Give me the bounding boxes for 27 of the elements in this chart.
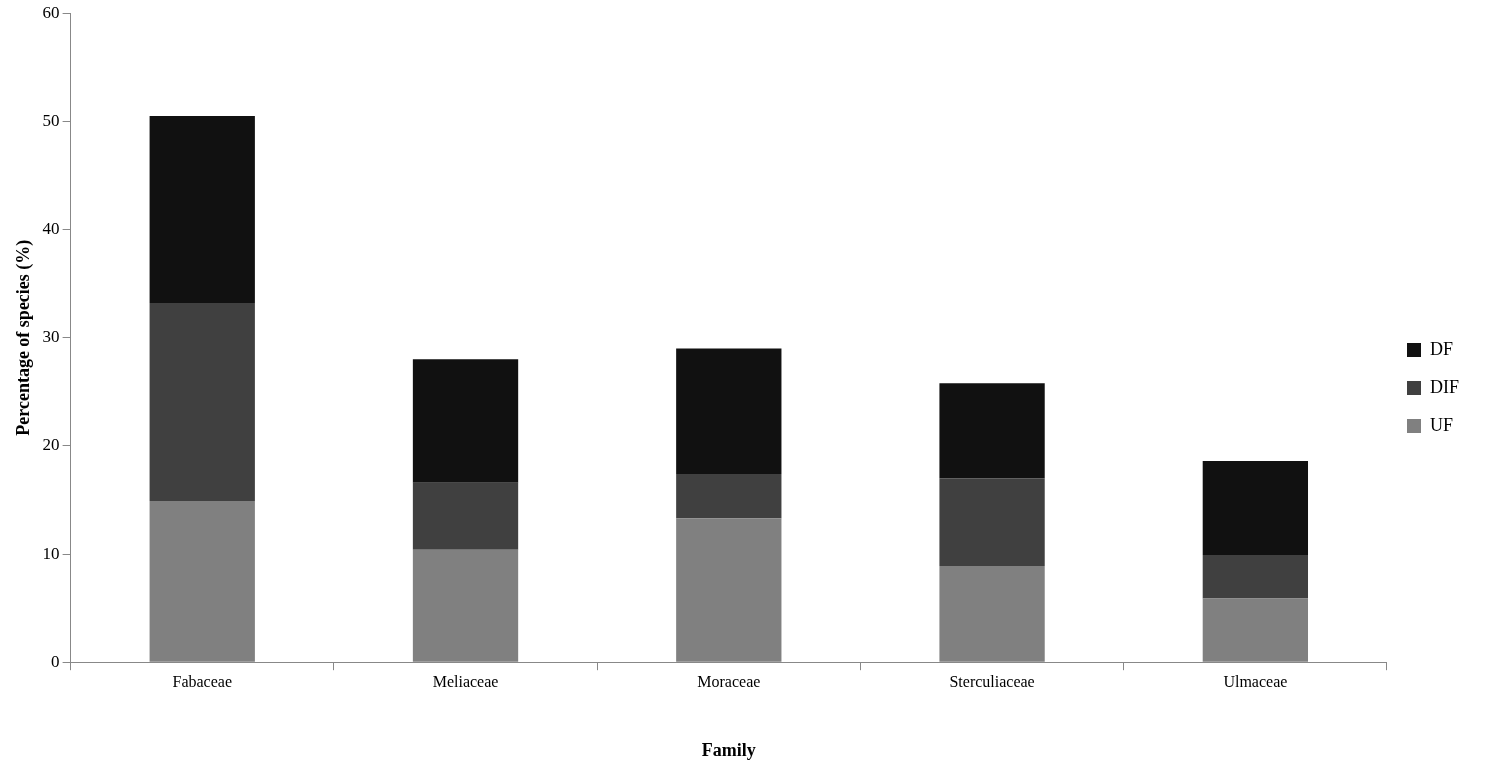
x-axis-title: Family bbox=[701, 739, 756, 760]
bar bbox=[149, 303, 255, 502]
legend-label: DF bbox=[1430, 338, 1454, 359]
y-tick-label: 30 bbox=[42, 327, 60, 347]
y-tick-label: 0 bbox=[51, 651, 60, 671]
x-tick-label: Meliaceae bbox=[432, 673, 499, 690]
bar bbox=[412, 482, 519, 550]
bar bbox=[676, 348, 782, 474]
x-tick-label: Sterculiaceae bbox=[949, 673, 1035, 690]
bar bbox=[412, 359, 519, 483]
bar bbox=[939, 478, 1045, 566]
y-tick-label: 40 bbox=[42, 219, 60, 238]
x-tick-label: Fabaceae bbox=[172, 673, 232, 690]
bar bbox=[676, 473, 782, 519]
legend-label: UF bbox=[1430, 414, 1454, 435]
y-tick-label: 60 bbox=[42, 2, 60, 22]
bar bbox=[1202, 461, 1309, 556]
bar bbox=[939, 383, 1045, 479]
legend-label: DIF bbox=[1430, 376, 1460, 397]
y-tick-label: 20 bbox=[42, 435, 60, 455]
y-tick-label: 10 bbox=[42, 543, 60, 563]
x-tick-label: Moraceae bbox=[697, 673, 761, 690]
y-axis-title: Percentage of species (%) bbox=[13, 239, 35, 436]
bar bbox=[1202, 555, 1309, 599]
y-tick-label: 50 bbox=[42, 110, 60, 130]
bar bbox=[149, 115, 255, 304]
x-tick-label: Ulmaceae bbox=[1223, 673, 1288, 690]
